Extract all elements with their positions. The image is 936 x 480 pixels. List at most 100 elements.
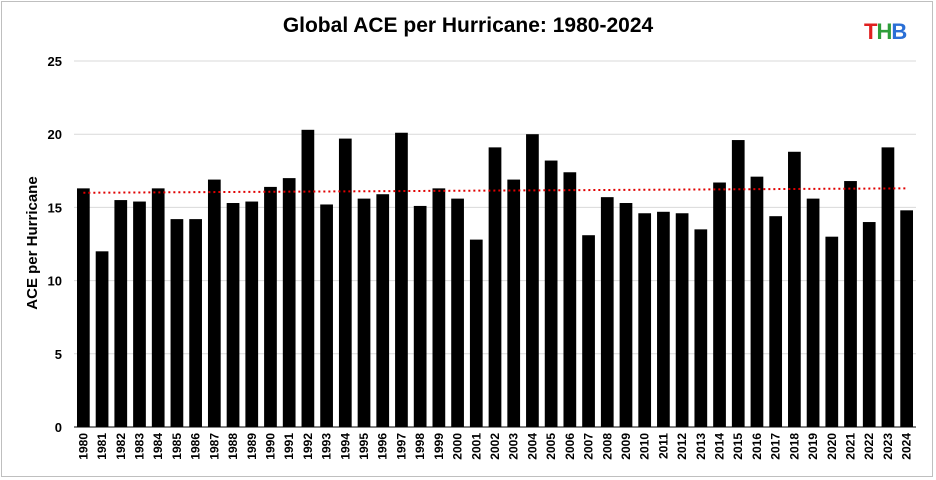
bar — [563, 172, 577, 427]
x-tick-label: 2005 — [544, 433, 558, 460]
logo-letter-b: B — [891, 19, 907, 44]
x-tick-label: 2014 — [713, 433, 727, 460]
bar — [226, 203, 240, 427]
x-tick-label: 1987 — [207, 433, 221, 460]
bar — [282, 178, 296, 427]
thb-logo: THB — [864, 19, 907, 45]
x-tick-label: 2010 — [638, 433, 652, 460]
x-tick-label: 1998 — [413, 433, 427, 460]
bar — [151, 188, 165, 427]
x-tick-label: 1991 — [282, 433, 296, 460]
x-tick-label: 2020 — [825, 433, 839, 460]
x-tick-label: 2015 — [731, 433, 745, 460]
x-tick-label: 2017 — [769, 433, 783, 460]
bar — [600, 197, 614, 427]
x-tick-label: 1988 — [226, 433, 240, 460]
bar — [731, 140, 745, 427]
y-tick-label: 5 — [55, 347, 62, 362]
x-tick-label: 1982 — [114, 433, 128, 460]
bar — [694, 229, 708, 427]
x-tick-label: 2013 — [694, 433, 708, 460]
bar — [900, 210, 914, 427]
bar — [301, 129, 315, 428]
bar — [769, 216, 783, 427]
x-tick-label: 2009 — [619, 433, 633, 460]
x-tick-label: 2000 — [451, 433, 465, 460]
logo-letter-t: T — [864, 19, 877, 44]
y-tick-label: 25 — [48, 54, 62, 69]
x-tick-label: 1984 — [151, 433, 165, 460]
bar — [376, 194, 390, 427]
bars — [76, 129, 914, 428]
x-tick-label: 2022 — [862, 433, 876, 460]
bar — [114, 200, 128, 427]
bar — [338, 138, 352, 428]
bar — [207, 179, 221, 427]
x-tick-label: 1994 — [338, 433, 352, 460]
bar — [264, 186, 277, 427]
x-tick-label: 2024 — [900, 433, 914, 460]
bar — [320, 204, 333, 427]
x-tick-label: 1996 — [376, 433, 390, 460]
x-tick-label: 1999 — [432, 433, 446, 460]
x-tick-label: 1995 — [357, 433, 371, 460]
bar — [806, 198, 820, 427]
y-tick-label: 20 — [48, 127, 62, 142]
bar — [526, 134, 539, 427]
y-tick-label: 10 — [48, 274, 62, 289]
bar — [544, 160, 558, 427]
x-tick-label: 1981 — [95, 433, 109, 460]
x-tick-label: 2016 — [750, 433, 764, 460]
bar — [788, 151, 801, 427]
bar — [582, 235, 595, 427]
x-tick-label: 2003 — [507, 433, 521, 460]
bar — [862, 222, 876, 427]
bar — [395, 132, 408, 427]
y-tick-label: 15 — [48, 200, 62, 215]
bar — [675, 213, 689, 427]
bar — [657, 211, 670, 427]
x-tick-label: 1992 — [301, 433, 315, 460]
x-tick-label: 1997 — [394, 433, 408, 460]
bar — [451, 198, 464, 427]
x-tick-label: 1980 — [76, 433, 90, 460]
bar — [825, 236, 839, 427]
bar — [507, 179, 521, 427]
trendline-group — [83, 187, 907, 194]
x-tick-label: 2021 — [844, 433, 858, 460]
bar — [189, 219, 202, 427]
bar — [750, 176, 764, 427]
bar — [432, 188, 446, 427]
bar — [844, 181, 857, 427]
x-tick-label: 1986 — [189, 433, 203, 460]
x-tick-label: 1983 — [132, 433, 146, 460]
bar — [245, 201, 259, 427]
bar — [76, 188, 90, 427]
x-tick-label: 2006 — [563, 433, 577, 460]
y-axis-label: ACE per Hurricane — [24, 176, 41, 309]
bar — [488, 147, 502, 427]
bar — [469, 239, 483, 427]
x-tick-label: 2001 — [469, 433, 483, 460]
logo-letter-h: H — [876, 19, 892, 44]
x-tick-label: 2019 — [806, 433, 820, 460]
x-tick-labels: 1980 1981 1982 1983 1984 1985 1986 1987 1988 1989… — [76, 433, 913, 460]
bar — [170, 219, 184, 427]
bar — [95, 251, 109, 427]
x-tick-label: 1990 — [263, 433, 277, 460]
x-tick-label: 2018 — [787, 433, 801, 460]
x-tick-label: 2004 — [525, 433, 539, 460]
bar — [881, 147, 895, 427]
x-tick-label: 2002 — [488, 433, 502, 460]
x-tick-label: 1993 — [320, 433, 334, 460]
x-tick-label: 2023 — [881, 433, 895, 460]
chart-title: Global ACE per Hurricane: 1980-2024 — [282, 14, 654, 37]
y-tick-label: 0 — [55, 420, 62, 435]
bar — [413, 205, 427, 427]
bar — [713, 182, 726, 427]
bar — [619, 203, 633, 427]
x-tick-label: 2011 — [656, 433, 670, 459]
x-tick-label: 2007 — [582, 433, 596, 460]
bar — [638, 213, 652, 427]
y-tick-labels: 0 5 10 15 20 25 — [48, 54, 62, 435]
